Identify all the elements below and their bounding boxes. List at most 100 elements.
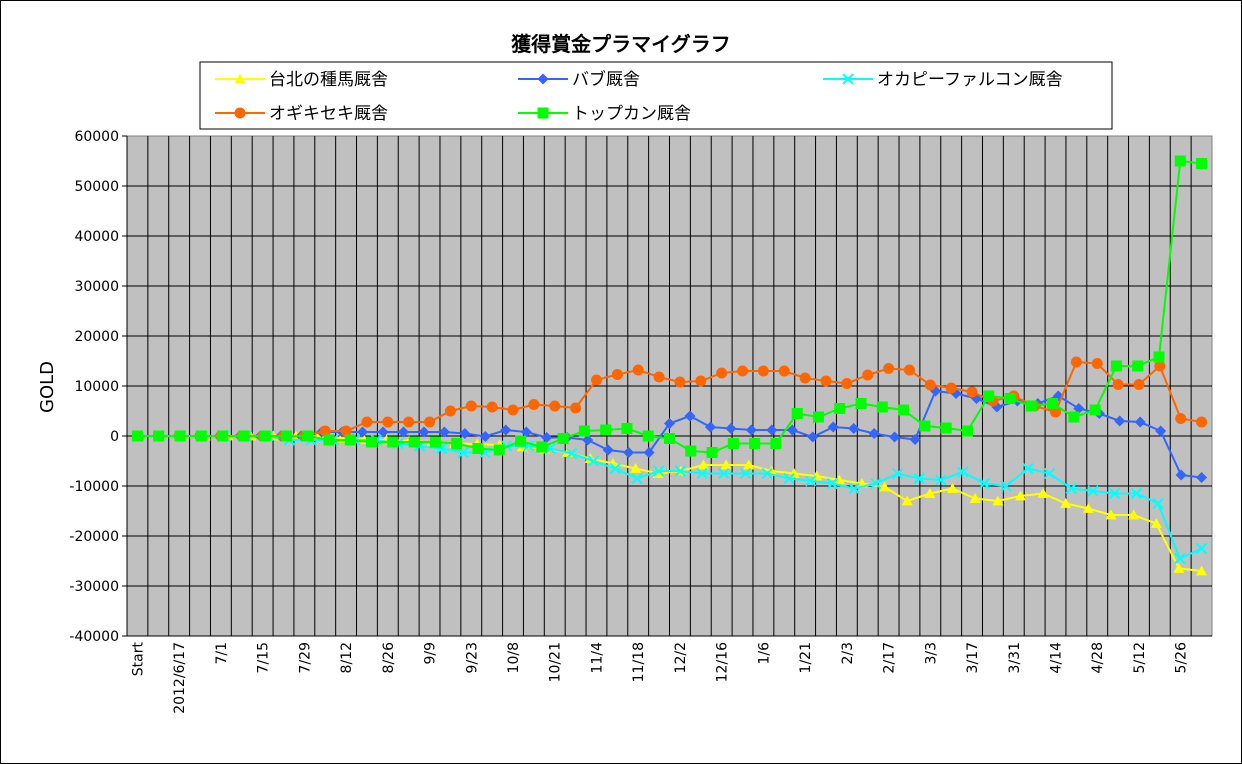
- series-point: [429, 436, 441, 448]
- series-point: [520, 426, 532, 438]
- series-point: [536, 441, 548, 453]
- series-point: [737, 365, 749, 377]
- series-point: [820, 375, 832, 387]
- series-point-stroke: [848, 482, 860, 495]
- series-point: [1173, 563, 1185, 573]
- series-point: [465, 400, 477, 412]
- series-point: [632, 364, 644, 376]
- series-point-stroke: [1152, 497, 1164, 510]
- x-tick-label: 5/26: [1174, 642, 1190, 674]
- series-point: [685, 445, 697, 457]
- legend-item: バブ厩舎: [518, 69, 640, 90]
- y-tick-label: -20000: [69, 529, 119, 545]
- series-point: [537, 73, 549, 85]
- series-point: [438, 426, 450, 438]
- chart-title: 獲得賞金プラマイグラフ: [511, 32, 731, 56]
- series-point: [582, 434, 594, 446]
- series-point: [451, 438, 463, 449]
- x-tick-label: 7/29: [297, 642, 313, 673]
- series-point: [891, 467, 904, 480]
- series-point: [898, 404, 910, 416]
- series-point: [653, 371, 665, 383]
- y-tick-label: 40000: [74, 229, 119, 245]
- series-point-stroke: [739, 467, 752, 480]
- series-5: [131, 155, 1208, 458]
- series-point: [1196, 565, 1208, 576]
- y-axis: -40000 -30000 -20000 -10000 0 10000 20000 30000…: [69, 129, 128, 645]
- series-point: [695, 375, 707, 387]
- series-point: [1153, 351, 1165, 363]
- series-point: [1174, 552, 1186, 565]
- x-tick-label: 1/6: [756, 642, 772, 665]
- series-point: [1132, 360, 1144, 372]
- series-layer: [131, 155, 1208, 576]
- series-point: [1196, 472, 1208, 483]
- series-point-stroke: [457, 446, 469, 459]
- series-point: [1070, 356, 1082, 368]
- series-point: [961, 425, 973, 437]
- series-point: [366, 436, 378, 448]
- y-tick-label: 60000: [74, 129, 119, 145]
- series-point-stroke: [870, 477, 882, 490]
- legend-item: オカピーファルコン厩舎: [823, 70, 1063, 90]
- series-point: [643, 447, 655, 458]
- series-point: [590, 374, 602, 386]
- series-point: [957, 466, 969, 478]
- series-point: [344, 434, 356, 446]
- series-point: [611, 369, 623, 380]
- series-point: [515, 435, 527, 447]
- series-point: [1000, 480, 1012, 492]
- series-point: [1112, 379, 1124, 390]
- series-point: [924, 379, 936, 391]
- series-point: [716, 367, 728, 379]
- series-point: [424, 416, 436, 428]
- series-point: [1154, 360, 1166, 372]
- series-point-stroke: [826, 477, 839, 490]
- series-point: [1047, 398, 1059, 409]
- series-point-stroke: [957, 466, 969, 478]
- series-point: [674, 465, 687, 477]
- series-point: [848, 423, 860, 434]
- series-point: [718, 467, 730, 480]
- series-point: [361, 416, 373, 428]
- series-point: [549, 400, 561, 412]
- series-point: [1050, 406, 1062, 418]
- series-point: [387, 436, 399, 448]
- series-point-stroke: [891, 467, 904, 480]
- series-point: [1037, 488, 1049, 498]
- series-point: [791, 408, 803, 419]
- series-point: [1105, 509, 1117, 520]
- series-point: [570, 402, 582, 414]
- series-point: [868, 428, 880, 439]
- series-point: [459, 428, 471, 439]
- legend-label: オギキセキ厩舎: [269, 104, 388, 124]
- series-point: [1110, 360, 1122, 372]
- series-point-stroke: [935, 474, 947, 486]
- series-point: [799, 372, 811, 384]
- x-tick-label: 2/3: [840, 642, 856, 665]
- series-point: [913, 472, 925, 485]
- series-point: [903, 364, 915, 376]
- x-axis: Start 2012/6/17 7/1 7/15 7/29 8/12 8/26 9/9 9/23…: [127, 635, 1212, 714]
- series-point: [174, 430, 186, 442]
- legend-label: 台北の種馬厩舎: [269, 70, 388, 90]
- legend-item: 台北の種馬厩舎: [215, 70, 388, 90]
- legend-label: オカピーファルコン厩舎: [877, 70, 1063, 90]
- series-point: [807, 431, 819, 443]
- series-point: [766, 424, 778, 436]
- series-point: [557, 433, 569, 444]
- series-point: [1196, 158, 1208, 169]
- series-point: [217, 430, 229, 442]
- series-point: [600, 424, 612, 436]
- series-point: [631, 472, 643, 485]
- series-point: [578, 425, 590, 437]
- series-point-stroke: [674, 465, 687, 477]
- series-point: [684, 410, 696, 422]
- series-point: [834, 403, 846, 414]
- series-point: [778, 365, 790, 377]
- series-point: [909, 434, 921, 445]
- series-point: [607, 458, 619, 468]
- series-point: [1004, 393, 1016, 404]
